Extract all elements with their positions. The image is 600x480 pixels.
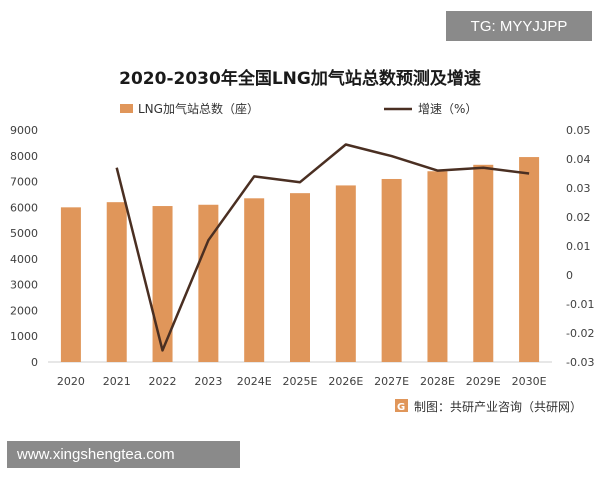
bar [244, 198, 265, 362]
left-tick-label: 5000 [10, 227, 38, 240]
legend-bar-swatch [120, 104, 133, 113]
bar [519, 157, 540, 362]
x-tick-label: 2028E [420, 375, 455, 388]
left-tick-label: 1000 [10, 330, 38, 343]
right-tick-label: 0.02 [566, 211, 591, 224]
right-axis-ticks: -0.03 -0.02 -0.01 0 0.01 0.02 0.03 0.04 0.05 [566, 124, 594, 369]
legend: LNG加气站总数（座） 增速（%） [120, 101, 477, 116]
left-tick-label: 8000 [10, 150, 38, 163]
bar-series [60, 157, 540, 362]
line-series [115, 143, 530, 352]
x-tick-label: 2023 [194, 375, 222, 388]
right-tick-label: 0 [566, 269, 573, 282]
bar [381, 178, 402, 362]
growth-line [115, 143, 530, 352]
left-tick-label: 7000 [10, 176, 38, 189]
watermark-badge: TG: MYYJJPP [446, 11, 592, 41]
source-logo-glyph: G [397, 402, 405, 413]
right-tick-label: 0.01 [566, 240, 591, 253]
left-tick-label: 6000 [10, 201, 38, 214]
x-tick-label: 2024E [237, 375, 272, 388]
source-logo-icon [395, 399, 408, 412]
x-tick-label: 2022 [149, 375, 177, 388]
right-tick-label: 0.04 [566, 153, 591, 166]
bar [198, 204, 219, 362]
legend-bar-label: LNG加气站总数（座） [138, 101, 259, 116]
x-tick-label: 2027E [374, 375, 409, 388]
left-tick-label: 3000 [10, 279, 38, 292]
bar [60, 207, 81, 362]
x-tick-label: 2025E [283, 375, 318, 388]
right-tick-label: 0.03 [566, 182, 591, 195]
right-tick-label: -0.03 [566, 356, 594, 369]
x-tick-label: 2030E [512, 375, 547, 388]
right-tick-label: -0.02 [566, 327, 594, 340]
x-tick-label: 2029E [466, 375, 501, 388]
bar [290, 193, 310, 362]
left-tick-label: 9000 [10, 124, 38, 137]
right-tick-label: 0.05 [566, 124, 591, 137]
bar [473, 164, 494, 362]
left-axis-ticks: 0 1000 2000 3000 4000 5000 6000 7000 8000 9000 [10, 124, 38, 369]
bar [335, 185, 356, 362]
bar [152, 206, 173, 362]
bar [106, 202, 127, 362]
left-tick-label: 2000 [10, 304, 38, 317]
bar [427, 171, 448, 362]
x-axis-labels: 2020 2021 2022 2023 2024E 2025E 2026E 2027E 2028… [57, 375, 547, 388]
source-footer: G 制图：共研产业咨询（共研网） [395, 399, 582, 414]
website-watermark: www.xingshengtea.com [7, 441, 240, 468]
x-tick-label: 2021 [103, 375, 131, 388]
x-tick-label: 2026E [328, 375, 363, 388]
left-tick-label: 0 [31, 356, 38, 369]
x-tick-label: 2020 [57, 375, 85, 388]
source-text: 制图：共研产业咨询（共研网） [414, 399, 582, 414]
right-tick-label: -0.01 [566, 298, 594, 311]
chart-title: 2020-2030年全国LNG加气站总数预测及增速 [119, 69, 481, 89]
left-tick-label: 4000 [10, 253, 38, 266]
legend-line-label: 增速（%） [418, 102, 477, 116]
